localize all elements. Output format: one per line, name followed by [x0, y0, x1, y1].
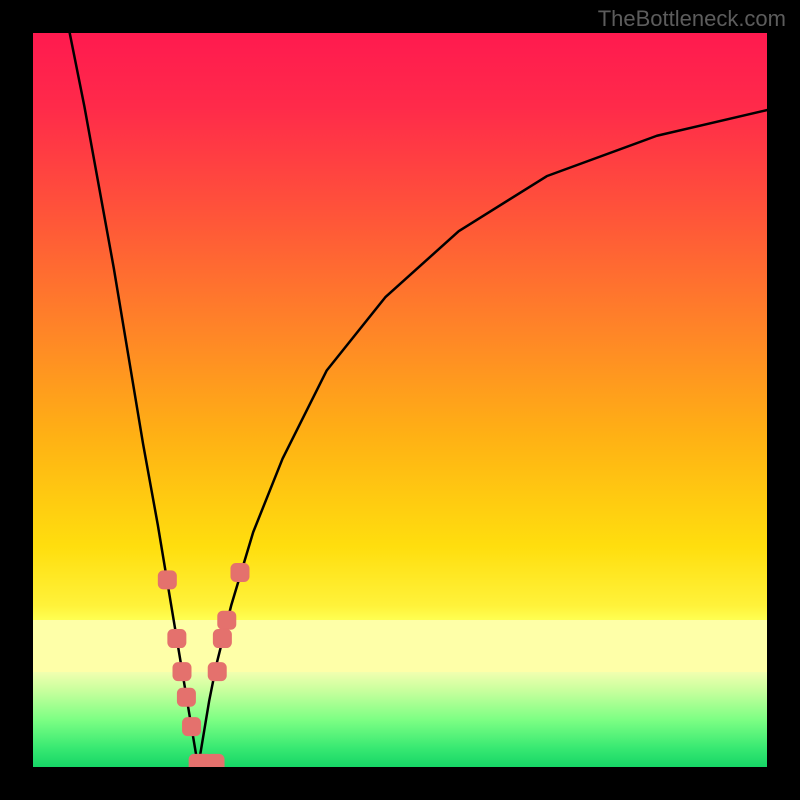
data-marker	[168, 630, 186, 648]
data-marker	[231, 563, 249, 581]
data-marker	[208, 663, 226, 681]
bottleneck-curve	[70, 33, 767, 767]
chart-container: TheBottleneck.com	[0, 0, 800, 800]
data-marker	[173, 663, 191, 681]
plot-area	[33, 33, 767, 767]
watermark-text: TheBottleneck.com	[598, 6, 786, 32]
data-marker	[213, 630, 231, 648]
data-marker	[206, 754, 224, 767]
data-marker	[177, 688, 195, 706]
data-marker	[158, 571, 176, 589]
data-marker	[183, 718, 201, 736]
data-marker	[218, 611, 236, 629]
curve-overlay	[33, 33, 767, 767]
